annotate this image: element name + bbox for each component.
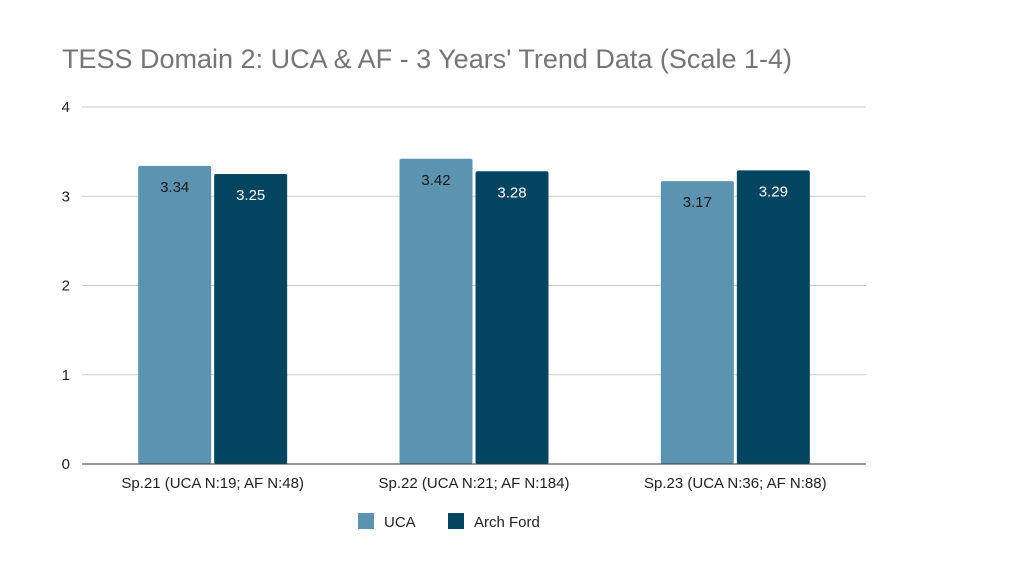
data-label: 3.17 — [683, 194, 712, 211]
x-tick-label: Sp.22 (UCA N:21; AF N:184) — [379, 475, 570, 492]
data-label: 3.34 — [160, 179, 189, 196]
bar-uca — [138, 165, 212, 464]
bar-arch-ford — [214, 173, 288, 464]
legend-swatch — [448, 513, 464, 529]
bar-arch-ford — [736, 170, 810, 464]
legend-label: UCA — [384, 514, 416, 531]
y-axis-ticks: 0 1 2 3 4 — [62, 99, 70, 473]
bars — [138, 158, 810, 464]
bar-arch-ford — [475, 171, 549, 464]
data-label: 3.29 — [759, 183, 788, 200]
data-labels: 3.34 3.25 3.42 3.28 3.17 3.29 — [160, 172, 788, 211]
x-tick-label: Sp.21 (UCA N:19; AF N:48) — [121, 475, 304, 492]
x-tick-label: Sp.23 (UCA N:36; AF N:88) — [644, 475, 827, 492]
legend-swatch — [358, 513, 374, 529]
y-tick-label: 4 — [62, 99, 70, 116]
data-label: 3.25 — [236, 187, 265, 204]
data-label: 3.28 — [497, 184, 526, 201]
gridlines — [82, 106, 866, 376]
x-axis-ticks: Sp.21 (UCA N:19; AF N:48) Sp.22 (UCA N:21… — [121, 475, 826, 492]
y-tick-label: 2 — [62, 278, 70, 295]
chart-title: TESS Domain 2: UCA & AF - 3 Years' Trend… — [62, 44, 792, 74]
y-tick-label: 1 — [62, 367, 70, 384]
legend-label: Arch Ford — [474, 514, 540, 531]
data-label: 3.42 — [421, 172, 450, 189]
legend: UCA Arch Ford — [358, 513, 540, 531]
bar-uca — [399, 158, 473, 464]
y-tick-label: 3 — [62, 188, 70, 205]
y-tick-label: 0 — [62, 456, 70, 473]
bar-uca — [660, 181, 734, 464]
